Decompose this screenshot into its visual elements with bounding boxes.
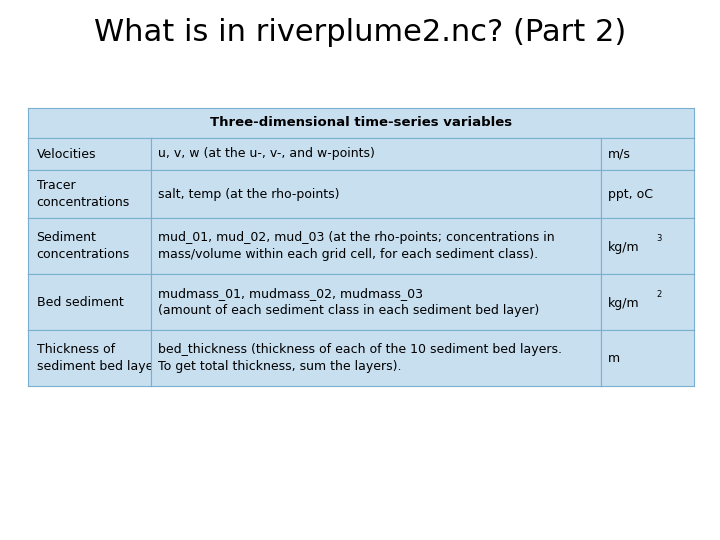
Text: u, v, w (at the u-, v-, and w-points): u, v, w (at the u-, v-, and w-points): [158, 147, 375, 160]
Text: Velocities: Velocities: [37, 147, 96, 160]
Text: Sediment
concentrations: Sediment concentrations: [37, 231, 130, 261]
Text: m/s: m/s: [608, 147, 631, 160]
Text: What is in riverplume2.nc? (Part 2): What is in riverplume2.nc? (Part 2): [94, 18, 626, 47]
Text: bed_thickness (thickness of each of the 10 sediment bed layers.
To get total thi: bed_thickness (thickness of each of the …: [158, 343, 562, 373]
Text: 2: 2: [657, 290, 662, 299]
Text: Three-dimensional time-series variables: Three-dimensional time-series variables: [210, 117, 512, 130]
Text: Thickness of
sediment bed layers: Thickness of sediment bed layers: [37, 343, 165, 373]
Text: Tracer
concentrations: Tracer concentrations: [37, 179, 130, 209]
Text: kg/m: kg/m: [608, 296, 640, 309]
Text: ppt, oC: ppt, oC: [608, 187, 653, 200]
Text: Bed sediment: Bed sediment: [37, 295, 123, 308]
Text: 3: 3: [657, 234, 662, 243]
Text: salt, temp (at the rho-points): salt, temp (at the rho-points): [158, 187, 339, 200]
Text: mud_01, mud_02, mud_03 (at the rho-points; concentrations in
mass/volume within : mud_01, mud_02, mud_03 (at the rho-point…: [158, 231, 554, 261]
Text: mudmass_01, mudmass_02, mudmass_03
(amount of each sediment class in each sedime: mudmass_01, mudmass_02, mudmass_03 (amou…: [158, 287, 539, 317]
Text: m: m: [608, 352, 621, 365]
Text: kg/m: kg/m: [608, 241, 640, 254]
